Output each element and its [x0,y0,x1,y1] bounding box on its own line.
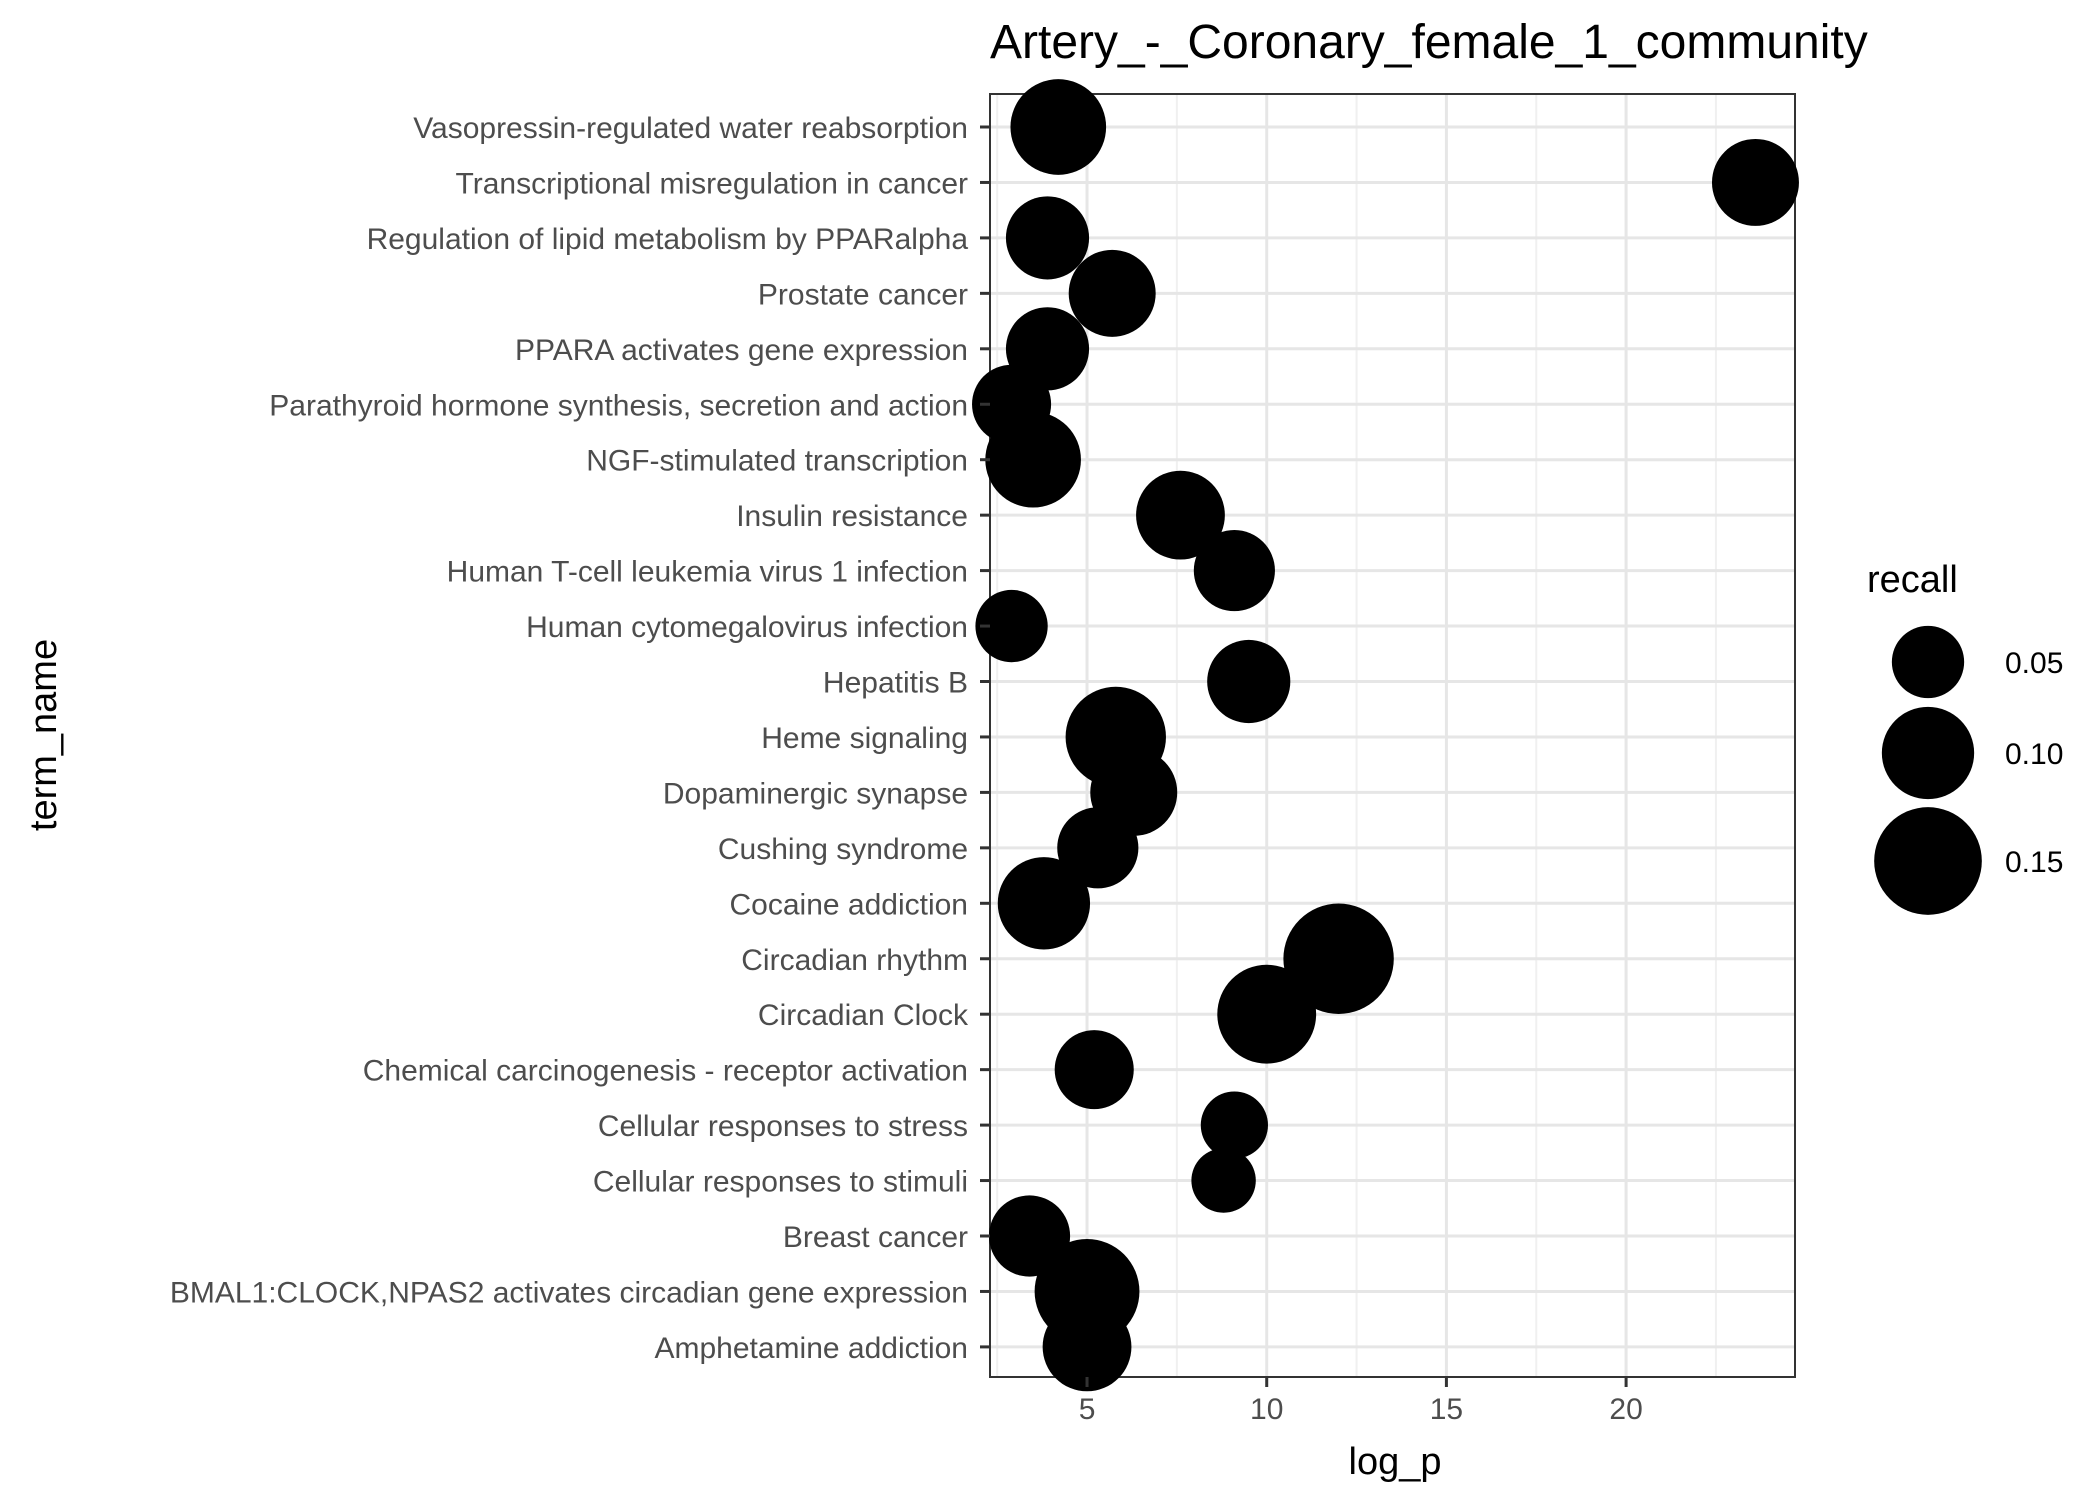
data-point [1054,1030,1134,1110]
y-axis-title: term_name [23,639,65,831]
y-tick-label: Cushing syndrome [718,833,968,866]
data-point [1283,903,1394,1014]
data-point [1217,964,1317,1064]
data-point [985,411,1081,508]
y-tick-label: Cellular responses to stimuli [593,1166,968,1199]
y-tick-label: Amphetamine addiction [654,1332,968,1365]
legend-label: 0.15 [2005,846,2063,879]
data-point [1193,530,1275,612]
y-tick-label: Cellular responses to stress [598,1110,968,1143]
y-tick-label: Prostate cancer [758,278,968,311]
y-tick-label: PPARA activates gene expression [515,334,968,367]
y-axis: Vasopressin-regulated water reabsorption… [170,112,990,1365]
data-point [1136,470,1225,560]
data-point [1005,196,1090,280]
chart-title: Artery_-_Coronary_female_1_community [990,16,1868,69]
y-tick-label: Human T-cell leukemia virus 1 infection [447,556,968,589]
y-tick-label: Transcriptional misregulation in cancer [456,167,968,200]
y-tick-label: Dopaminergic synapse [663,777,968,810]
legend-label: 0.05 [2005,647,2063,680]
data-point [1711,138,1799,226]
data-point [1207,639,1291,724]
y-tick-label: Human cytomegalovirus infection [526,611,968,644]
y-tick-label: Breast cancer [783,1221,968,1254]
x-tick-label: 5 [1079,1393,1096,1426]
data-point [1010,79,1107,175]
data-points [972,79,1799,1392]
y-tick-label: Vasopressin-regulated water reabsorption [413,112,968,145]
x-tick-label: 15 [1430,1393,1463,1426]
x-tick-label: 20 [1609,1393,1642,1426]
plot-panel [989,93,1796,1378]
x-axis: 5 10 15 20 [1079,1377,1643,1426]
y-tick-label: Circadian rhythm [741,944,968,977]
data-point [1068,249,1156,337]
y-tick-label: Hepatitis B [823,667,968,700]
y-tick-label: Insulin resistance [736,500,968,533]
legend: recall 0.05 0.10 0.15 [1867,559,2063,915]
y-tick-label: Chemical carcinogenesis - receptor activ… [363,1055,968,1088]
data-point [1057,807,1139,889]
legend-key [1874,807,1982,915]
x-axis-title: log_p [1349,1441,1442,1483]
legend-title: recall [1867,559,1958,601]
data-point [1191,1148,1256,1213]
legend-key [1881,706,1975,800]
data-point [1200,1091,1268,1159]
y-tick-label: Circadian Clock [758,999,969,1032]
y-tick-label: BMAL1:CLOCK,NPAS2 activates circadian ge… [170,1276,968,1309]
data-point [1042,1302,1132,1392]
data-point [975,589,1048,663]
y-tick-label: NGF-stimulated transcription [586,445,968,478]
legend-label: 0.10 [2005,738,2063,771]
legend-key [1891,625,1965,699]
y-tick-label: Regulation of lipid metabolism by PPARal… [367,223,969,256]
data-point [997,857,1091,950]
x-tick-label: 10 [1250,1393,1283,1426]
y-tick-label: Cocaine addiction [730,888,969,921]
y-tick-label: Heme signaling [761,722,968,755]
y-tick-label: Parathyroid hormone synthesis, secretion… [269,389,968,422]
